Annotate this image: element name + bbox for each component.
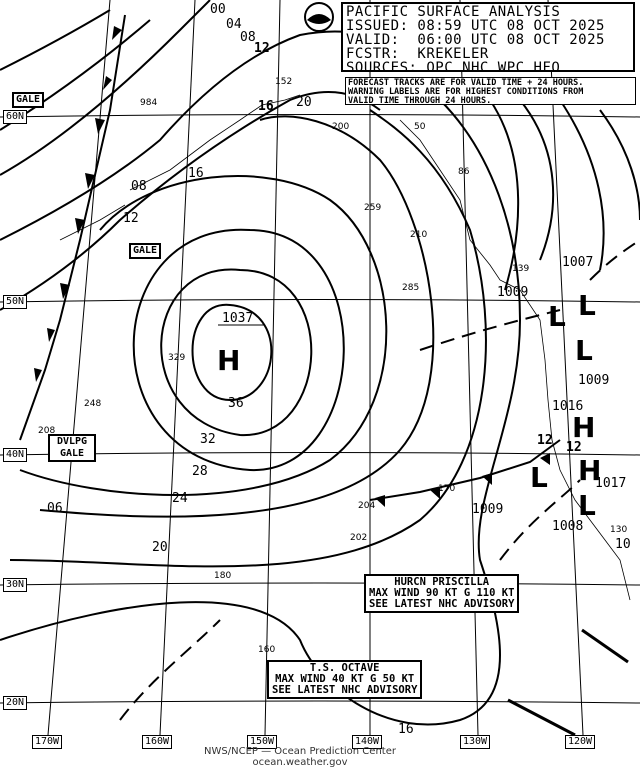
central-pressure: 1009	[497, 285, 528, 300]
svg-text:160: 160	[258, 645, 275, 655]
lon-label: 150W	[247, 735, 278, 749]
storm-advice: SEE LATEST NHC ADVISORY	[272, 684, 418, 696]
svg-text:16: 16	[258, 99, 274, 114]
low-center: L	[578, 289, 596, 322]
svg-text:208: 208	[38, 426, 55, 436]
note-line: VALID TIME THROUGH 24 HOURS.	[348, 96, 492, 106]
svg-text:28: 28	[192, 464, 208, 479]
central-pressure: 1009	[578, 373, 609, 388]
isobars	[0, 0, 640, 726]
svg-text:170: 170	[438, 484, 455, 494]
svg-text:08: 08	[240, 30, 256, 45]
lat-lon-grid	[0, 0, 640, 736]
svg-text:285: 285	[402, 283, 419, 293]
svg-text:86: 86	[458, 167, 470, 177]
storm-wind: MAX WIND 90 KT G 110 KT	[369, 587, 515, 599]
low-center: L	[530, 461, 548, 494]
central-pressure: 1008	[552, 519, 583, 534]
svg-text:12: 12	[254, 41, 270, 56]
footer-agency: NWS/NCEP — Ocean Prediction Center	[204, 746, 396, 757]
coastline	[59, 94, 631, 601]
note-line: WARNING LABELS ARE FOR HIGHEST CONDITION…	[348, 87, 584, 97]
svg-text:12: 12	[123, 211, 139, 226]
isobar-labels: 00 04 08 12 16 20 984 08 12 16 36 32 28 …	[47, 2, 582, 737]
sources: SOURCES: OPC NHC WPC HFO	[346, 60, 561, 76]
gale-warning: GALE	[129, 243, 162, 259]
lat-label: 60N	[3, 110, 28, 124]
central-pressure: 1037	[222, 311, 253, 326]
lon-label: 160W	[142, 735, 173, 749]
svg-text:180: 180	[214, 571, 231, 581]
svg-text:329: 329	[168, 353, 185, 363]
developing-gale-warning: DVLPG GALE	[48, 434, 96, 462]
storm-name: HURCN PRISCILLA	[394, 576, 490, 588]
svg-text:204: 204	[358, 501, 375, 511]
central-pressure: 1016	[552, 399, 583, 414]
low-center: L	[575, 334, 593, 367]
lat-label: 20N	[3, 696, 28, 710]
svg-text:12: 12	[566, 440, 582, 455]
svg-text:50: 50	[414, 122, 426, 132]
storm-advice: SEE LATEST NHC ADVISORY	[369, 598, 515, 610]
footer-url[interactable]: ocean.weather.gov	[252, 757, 348, 768]
svg-text:202: 202	[350, 533, 367, 543]
svg-text:20: 20	[296, 95, 312, 110]
svg-text:16: 16	[188, 166, 204, 181]
storm-wind: MAX WIND 40 KT G 50 KT	[275, 673, 415, 685]
lat-label: 40N	[3, 448, 28, 462]
svg-text:20: 20	[152, 540, 168, 555]
low-center: L	[548, 300, 566, 333]
svg-text:152: 152	[275, 77, 292, 87]
svg-text:36: 36	[228, 396, 244, 411]
forecaster: FCSTR: KREKELER	[346, 46, 489, 62]
central-pressure: 10	[615, 537, 631, 552]
central-pressure: 1017	[595, 476, 626, 491]
hurricane-priscilla-box: HURCN PRISCILLA MAX WIND 90 KT G 110 KT …	[364, 574, 520, 613]
svg-text:32: 32	[200, 432, 216, 447]
valid-time: VALID: 06:00 UTC 08 OCT 2025	[346, 32, 605, 48]
storm-name: T.S. OCTAVE	[309, 662, 380, 674]
svg-text:12: 12	[537, 433, 553, 448]
issued-time: ISSUED: 08:59 UTC 08 OCT 2025	[346, 18, 605, 34]
svg-text:210: 210	[410, 230, 427, 240]
svg-text:16: 16	[398, 722, 414, 737]
high-center: H	[572, 411, 595, 444]
svg-text:06: 06	[47, 501, 63, 516]
station-values: 152 200 50 86 259 210 285 139 329 248 20…	[38, 77, 627, 655]
pressure-centers: H 1037 L 1009 L 1007 L 1009 H 1016 H 101…	[217, 255, 631, 552]
lon-label: 120W	[565, 735, 596, 749]
svg-text:259: 259	[364, 203, 381, 213]
svg-text:200: 200	[332, 122, 349, 132]
svg-text:04: 04	[226, 17, 242, 32]
svg-text:139: 139	[512, 264, 529, 274]
ts-octave-box: T.S. OCTAVE MAX WIND 40 KT G 50 KT SEE L…	[267, 660, 423, 699]
svg-text:08: 08	[131, 179, 147, 194]
note-line: FORECAST TRACKS ARE FOR VALID TIME + 24 …	[348, 78, 584, 88]
storm-tracks	[507, 628, 629, 737]
noaa-logo	[304, 2, 334, 32]
svg-text:00: 00	[210, 2, 226, 17]
low-center: L	[578, 489, 596, 522]
svg-text:130: 130	[610, 525, 627, 535]
map-title: PACIFIC SURFACE ANALYSIS	[346, 4, 561, 20]
central-pressure: 1009	[472, 502, 503, 517]
svg-text:984: 984	[140, 98, 157, 108]
lat-label: 30N	[3, 578, 28, 592]
title-block: PACIFIC SURFACE ANALYSIS ISSUED: 08:59 U…	[341, 2, 635, 76]
high-center: H	[578, 454, 601, 487]
gale-warning: GALE	[12, 92, 45, 108]
lat-label: 50N	[3, 295, 28, 309]
lon-label: 130W	[460, 735, 491, 749]
svg-text:24: 24	[172, 491, 188, 506]
svg-text:248: 248	[84, 399, 101, 409]
forecast-note: FORECAST TRACKS ARE FOR VALID TIME + 24 …	[345, 77, 636, 106]
cold-front	[19, 14, 561, 507]
lon-label: 140W	[352, 735, 383, 749]
central-pressure: 1007	[562, 255, 593, 270]
high-center: H	[217, 344, 240, 377]
lon-label: 170W	[32, 735, 63, 749]
